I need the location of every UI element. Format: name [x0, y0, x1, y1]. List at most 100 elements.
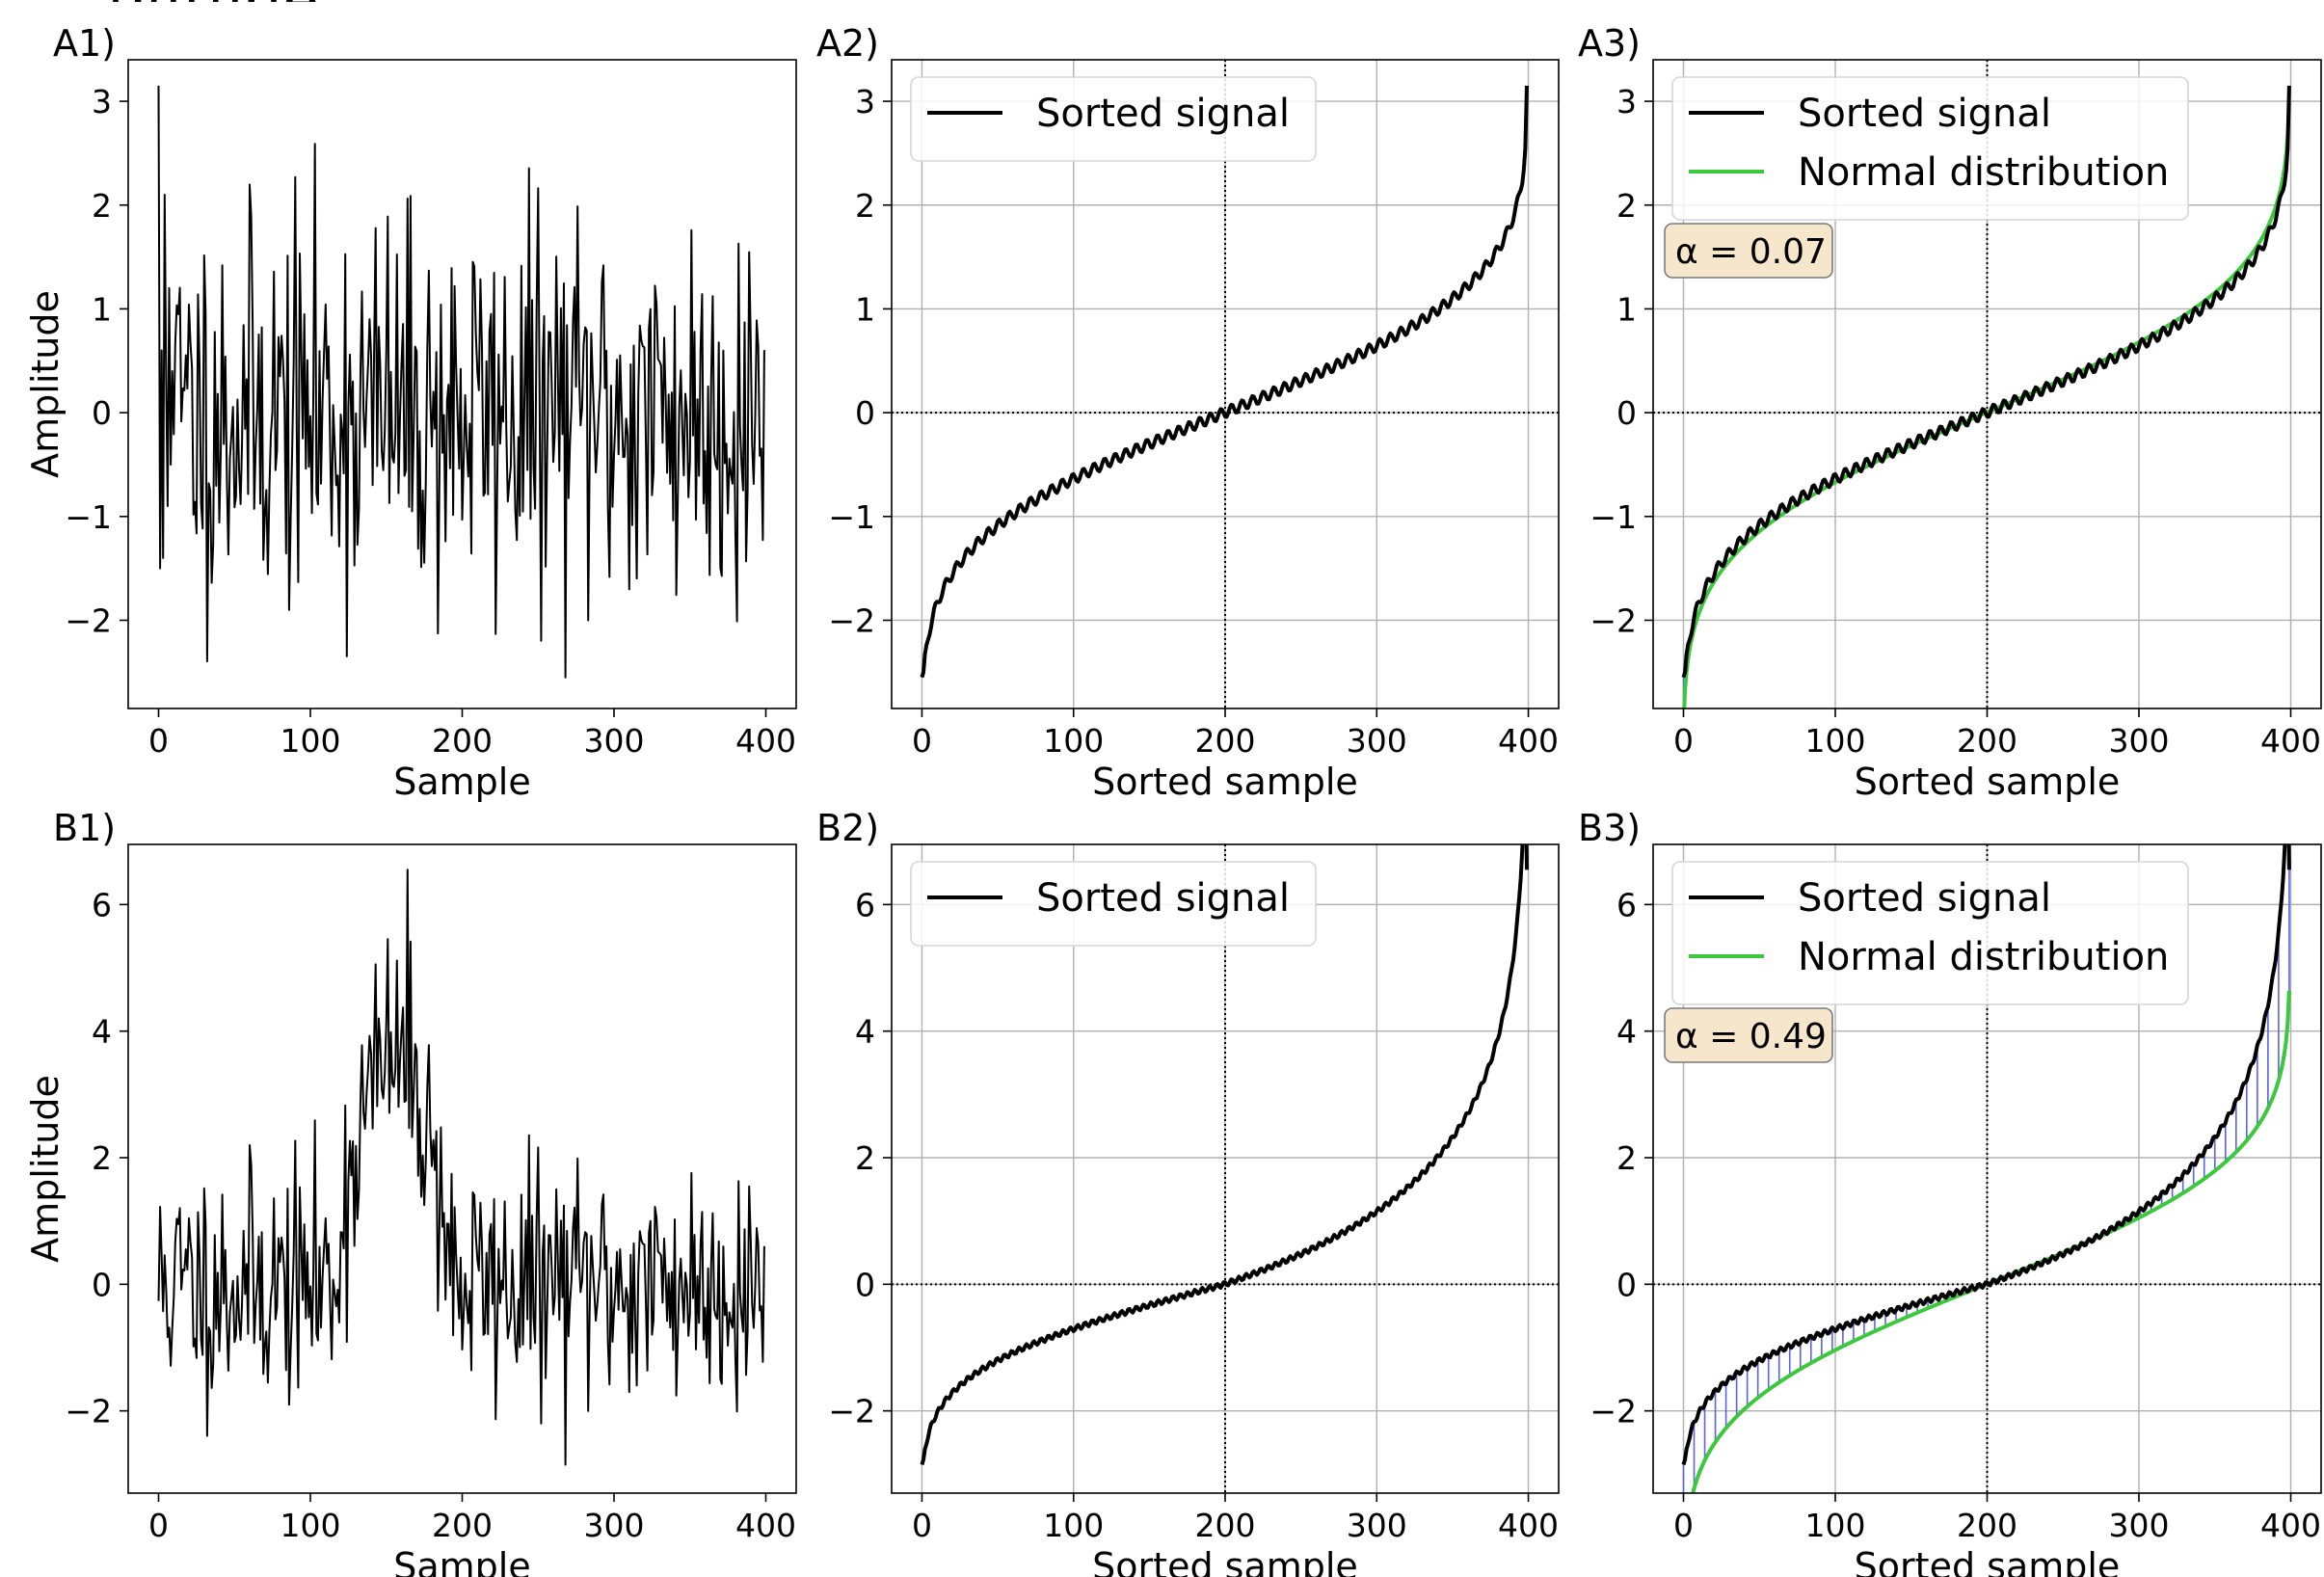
y-tick-label: −2 [828, 601, 875, 639]
y-tick-label: 2 [1616, 187, 1637, 225]
x-tick-label: 300 [584, 722, 645, 760]
legend: Sorted signal [910, 861, 1317, 947]
panel-a1: 0 100 200 300 400 −2 −1 0 1 2 3 Sample Amplitude A1) [24, 22, 797, 803]
x-tick-label: 400 [2260, 722, 2321, 760]
panel-a3: 0 100 200 300 400 −2 −1 0 1 2 3 Sorted sample A3) Sor… [1578, 22, 2322, 803]
panel-b2: 0 100 200 300 400 −2 0 2 4 6 Sorted sample B2) Sorte… [816, 807, 1560, 1577]
x-tick-label: 100 [1043, 1507, 1104, 1544]
x-tick-label: 300 [1347, 722, 1407, 760]
x-tick-label: 100 [280, 722, 341, 760]
panel-b1: 0 100 200 300 400 −2 0 2 4 6 Sample Amplitude B1) [24, 807, 797, 1577]
alpha-annotation: α = 0.07 [1664, 223, 1833, 279]
legend-box [1671, 76, 2189, 221]
y-tick-label: 3 [92, 83, 112, 120]
series-line-sorted-signal [1681, 85, 2291, 679]
legend-entry: Normal distribution [1798, 150, 2169, 195]
y-tick-label: −2 [65, 1393, 112, 1430]
legend-box [910, 861, 1317, 947]
series-line-sorted-signal [1681, 844, 2291, 1466]
alpha-box [1664, 223, 1833, 279]
y-tick-label: 4 [1616, 1013, 1637, 1051]
alpha-value: α = 0.49 [1675, 1017, 1827, 1056]
y-tick-label: 2 [92, 187, 112, 225]
x-tick-label: 400 [2260, 1507, 2321, 1544]
y-tick-label: 4 [855, 1013, 875, 1051]
x-tick-label: 0 [912, 1507, 932, 1544]
x-tick-label: 400 [1498, 722, 1559, 760]
plot-area [128, 60, 796, 708]
caption-text: plitude [106, 0, 319, 2]
legend-box [1671, 861, 2189, 1005]
y-tick-label: 0 [1616, 1266, 1637, 1303]
y-axis-label: Amplitude [24, 1075, 67, 1263]
panel-label: B2) [816, 807, 879, 849]
y-tick-label: 3 [1616, 83, 1637, 120]
x-tick-label: 0 [1673, 722, 1694, 760]
x-tick-label: 200 [1957, 722, 2017, 760]
x-tick-label: 100 [1805, 1507, 1866, 1544]
x-tick-label: 200 [432, 1507, 493, 1544]
y-tick-label: −2 [828, 1393, 875, 1430]
legend-entry: Sorted signal [1036, 876, 1290, 921]
x-tick-label: 0 [912, 722, 932, 760]
x-axis-label: Sample [393, 761, 530, 803]
series-group [920, 85, 1529, 679]
x-axis-label: Sorted sample [1855, 761, 2121, 803]
y-axis-label: Amplitude [24, 290, 67, 478]
x-tick-label: 0 [148, 722, 169, 760]
panel-b3: 0 100 200 300 400 −2 0 2 4 6 Sorted sample B3) Sorte… [1578, 807, 2322, 1577]
y-tick-label: 2 [855, 187, 875, 225]
x-axis-label: Sorted sample [1092, 761, 1358, 803]
y-tick-label: −2 [65, 601, 112, 639]
y-tick-label: 1 [1616, 290, 1637, 328]
legend-entry: Sorted signal [1036, 92, 1290, 136]
y-tick-label: 6 [1616, 886, 1637, 923]
series-line-signal [157, 85, 765, 679]
y-tick-label: 6 [855, 886, 875, 923]
legend-entry: Sorted signal [1798, 876, 2051, 921]
x-tick-label: 200 [432, 722, 493, 760]
y-tick-label: 2 [1616, 1139, 1637, 1177]
plot-area [128, 844, 796, 1493]
x-axis-label: Sorted sample [1092, 1545, 1358, 1577]
x-tick-label: 100 [280, 1507, 341, 1544]
panel-a2: 0 100 200 300 400 −2 −1 0 1 2 3 Sorted sample A2) Sor… [816, 22, 1560, 803]
series-group [157, 85, 765, 679]
y-tick-label: 4 [92, 1013, 112, 1051]
y-tick-label: −1 [828, 498, 875, 536]
x-tick-label: 0 [1673, 1507, 1694, 1544]
y-tick-label: 0 [92, 1266, 112, 1303]
series-group [1681, 844, 2291, 1493]
y-tick-label: −1 [65, 498, 112, 536]
x-tick-label: 200 [1195, 722, 1256, 760]
y-tick-label: 3 [855, 83, 875, 120]
x-tick-label: 400 [735, 722, 796, 760]
alpha-annotation: α = 0.49 [1664, 1007, 1833, 1063]
x-tick-label: 300 [2109, 1507, 2170, 1544]
y-tick-label: −2 [1589, 1393, 1637, 1430]
series-group [1681, 85, 2291, 708]
y-tick-label: 2 [92, 1139, 112, 1177]
series-group [157, 869, 765, 1466]
x-tick-label: 200 [1957, 1507, 2017, 1544]
legend-box [910, 76, 1317, 162]
legend-entry: Normal distribution [1798, 935, 2169, 979]
x-tick-label: 100 [1043, 722, 1104, 760]
x-axis-label: Sample [393, 1545, 530, 1577]
y-tick-label: −2 [1589, 601, 1637, 639]
y-tick-label: 0 [855, 394, 875, 432]
panel-label: A2) [816, 22, 879, 65]
x-tick-label: 0 [148, 1507, 169, 1544]
x-tick-label: 100 [1805, 722, 1866, 760]
figure-caption-fragment: plitude [0, 0, 2324, 2]
panel-label: B3) [1578, 807, 1641, 849]
x-tick-label: 400 [735, 1507, 796, 1544]
x-tick-label: 300 [1347, 1507, 1407, 1544]
x-tick-label: 300 [2109, 722, 2170, 760]
x-tick-label: 400 [1498, 1507, 1559, 1544]
y-tick-label: 2 [855, 1139, 875, 1177]
legend: Sorted signal [910, 76, 1317, 162]
legend-entry: Sorted signal [1798, 92, 2051, 136]
series-line-sorted-signal [920, 844, 1529, 1466]
